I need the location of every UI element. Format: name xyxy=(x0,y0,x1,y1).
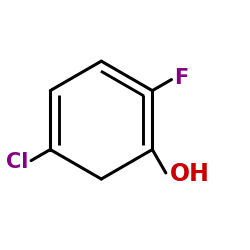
Text: OH: OH xyxy=(170,162,209,186)
Text: F: F xyxy=(174,68,188,88)
Text: Cl: Cl xyxy=(6,152,29,172)
